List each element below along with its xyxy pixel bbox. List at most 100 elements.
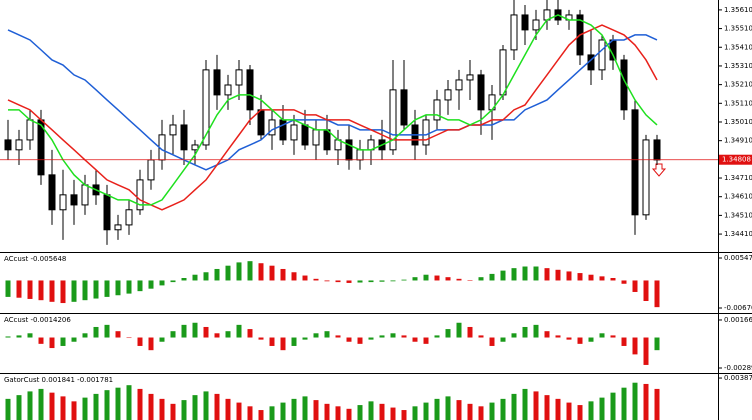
histogram-bar xyxy=(324,331,330,338)
histogram-bar xyxy=(93,393,99,420)
histogram-bar xyxy=(5,280,11,297)
candle-body xyxy=(191,144,199,151)
histogram-bar xyxy=(236,324,242,338)
y-tick-label: 1.34710 xyxy=(724,174,752,182)
histogram-bar xyxy=(258,263,264,281)
histogram-bar xyxy=(511,268,517,281)
histogram-bar xyxy=(577,337,583,344)
moving-average-line xyxy=(7,29,658,171)
histogram-bar xyxy=(82,397,88,420)
histogram-bar xyxy=(401,335,407,338)
histogram-bar xyxy=(489,273,495,281)
panel-title: GatorCust 0.001841 -0.001781 xyxy=(4,376,113,384)
histogram-bar xyxy=(412,277,418,281)
moving-average-line xyxy=(7,24,658,211)
histogram-bar xyxy=(203,326,209,338)
histogram-bar xyxy=(511,393,517,420)
candle-body xyxy=(631,109,639,216)
histogram-bar xyxy=(302,396,308,420)
histogram-bar xyxy=(313,278,319,281)
histogram-bar xyxy=(280,268,286,281)
histogram-bar xyxy=(368,280,374,283)
histogram-bar xyxy=(467,403,473,420)
candle-body xyxy=(323,129,331,151)
histogram-bar xyxy=(291,398,297,420)
y-tick-label: 0.003875 xyxy=(724,374,752,382)
y-tick-label: 1.35610 xyxy=(724,6,752,14)
histogram-bar xyxy=(346,408,352,420)
histogram-bar xyxy=(368,401,374,420)
histogram-bar xyxy=(566,402,572,420)
histogram-bar xyxy=(456,322,462,338)
histogram-bar xyxy=(159,280,165,286)
candle-body xyxy=(202,69,210,146)
histogram-bar xyxy=(654,337,660,351)
histogram-bar xyxy=(390,280,396,282)
y-tick-label: 1.34510 xyxy=(724,211,752,219)
candle-body xyxy=(15,139,23,151)
histogram-bar xyxy=(555,269,561,281)
histogram-bar xyxy=(16,280,22,298)
last-price-box xyxy=(719,154,752,165)
histogram-bar xyxy=(335,335,341,338)
histogram-bar xyxy=(258,410,264,420)
y-tick-label: -0.0028904 xyxy=(724,364,752,372)
histogram-bar xyxy=(478,406,484,420)
histogram-bar xyxy=(401,279,407,281)
histogram-bar xyxy=(643,337,649,365)
y-tick-label: 1.35010 xyxy=(724,118,752,126)
histogram-bar xyxy=(445,329,451,338)
sell-signal-arrow xyxy=(651,163,667,177)
histogram-bar xyxy=(280,337,286,351)
histogram-bar xyxy=(467,326,473,338)
histogram-bar xyxy=(588,337,594,342)
candle-body xyxy=(147,159,155,181)
histogram-bar xyxy=(27,391,33,420)
histogram-bar xyxy=(412,337,418,342)
histogram-bar xyxy=(621,387,627,420)
histogram-bar xyxy=(390,407,396,420)
histogram-bar xyxy=(71,337,77,342)
histogram-bar xyxy=(258,337,264,340)
histogram-bar xyxy=(522,326,528,338)
histogram-bar xyxy=(379,403,385,420)
histogram-bar xyxy=(335,406,341,420)
histogram-bar xyxy=(82,280,88,301)
histogram-bar xyxy=(291,272,297,281)
candle-body xyxy=(125,209,133,226)
histogram-bar xyxy=(412,406,418,420)
candle-body xyxy=(268,119,276,136)
candle-body xyxy=(103,194,111,231)
candle-body xyxy=(499,49,507,96)
y-tick-label: 1.34910 xyxy=(724,137,752,145)
candle-body xyxy=(136,179,144,211)
histogram-bar xyxy=(5,398,11,420)
histogram-bar xyxy=(104,280,110,297)
histogram-bar xyxy=(500,337,506,342)
histogram-bar xyxy=(445,396,451,420)
candle-body xyxy=(356,149,364,161)
histogram-bar xyxy=(577,273,583,281)
histogram-bar xyxy=(478,335,484,338)
histogram-bar xyxy=(60,280,66,304)
histogram-bar xyxy=(247,329,253,338)
histogram-bar xyxy=(522,388,528,420)
histogram-bar xyxy=(126,337,132,339)
candle-body xyxy=(279,119,287,141)
histogram-bar xyxy=(137,337,143,346)
histogram-bar xyxy=(379,280,385,282)
histogram-bar xyxy=(346,337,352,342)
candle-body xyxy=(433,99,441,121)
panel-title: ACcust -0.005648 xyxy=(4,255,66,263)
histogram-bar xyxy=(280,402,286,420)
candle-body xyxy=(345,139,353,161)
candle-body xyxy=(389,89,397,151)
histogram-bar xyxy=(203,272,209,281)
histogram-bar xyxy=(115,280,121,296)
histogram-bar xyxy=(654,280,660,308)
histogram-bar xyxy=(555,398,561,420)
histogram-bar xyxy=(269,265,275,281)
histogram-bar xyxy=(181,324,187,338)
histogram-bar xyxy=(247,406,253,420)
